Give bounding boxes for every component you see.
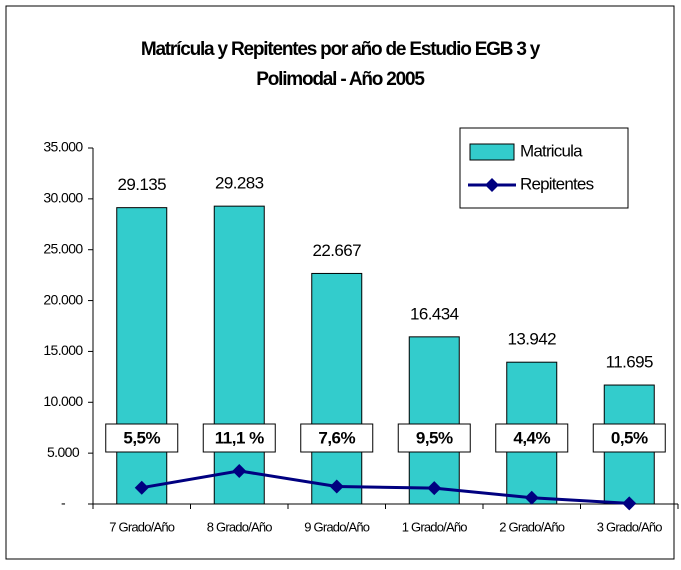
value-label: 16.434 [410,304,459,323]
value-label: 29.135 [118,175,167,194]
marker [524,490,539,505]
percent-label-box [105,423,179,453]
x-tick-label: 2 Grado/Año [499,519,564,534]
percent-label-box [397,423,471,453]
y-tick-label: 35.000 [43,139,83,155]
y-tick-label: - [61,495,66,511]
marker [232,463,247,478]
y-tick-label: 20.000 [43,291,83,307]
percent-label-box [495,423,569,453]
percent-label: 0,5% [611,428,648,447]
marker [622,496,637,511]
bar [116,207,168,505]
marker [329,479,344,494]
percent-label: 9,5% [416,428,453,447]
y-tick-label: 5.000 [47,444,80,460]
x-tick-label: 1 Grado/Año [402,519,467,534]
chart-title: Matrícula y Repitentes por año de Estudi… [141,39,541,60]
x-tick-label: 9 Grado/Año [304,519,369,534]
marker [427,481,442,496]
legend-marker [485,178,499,192]
legend-label: Matricula [520,141,583,160]
marker [134,480,149,495]
line [141,469,630,505]
percent-label-box [300,423,374,453]
legend-label: Repitentes [520,174,594,193]
percent-label: 5,5% [123,428,160,447]
percent-label-box [202,423,276,453]
x-tick-label: 3 Grado/Año [597,519,662,534]
value-label: 22.667 [313,241,362,260]
y-tick-label: 25.000 [43,240,83,256]
percent-label: 4,4% [513,428,550,447]
percent-label: 11,1 % [215,428,264,447]
legend-box [459,127,629,209]
value-label: 29.283 [215,174,264,193]
bar [311,272,363,505]
y-tick-label: 15.000 [43,342,83,358]
bar [408,336,460,505]
chart-title: Polimodal - Año 2005 [256,69,425,90]
x-tick-label: 8 Grado/Año [207,519,272,534]
bar [213,205,265,505]
value-label: 11.695 [606,353,653,372]
legend-swatch [469,143,515,161]
y-tick-label: 30.000 [43,190,83,206]
y-tick-label: 10.000 [43,393,83,409]
percent-label-box [592,423,666,453]
percent-label: 7,6% [318,428,355,447]
x-tick-label: 7 Grado/Año [109,519,174,534]
value-label: 13.942 [508,330,557,349]
